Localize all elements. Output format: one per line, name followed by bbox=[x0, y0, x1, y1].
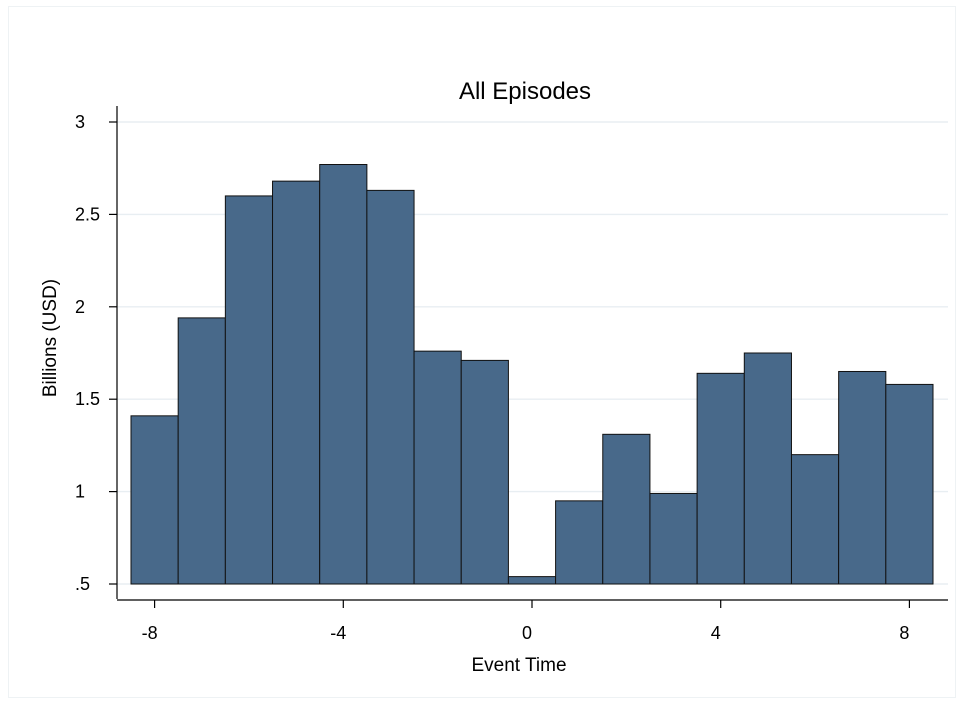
bar-1 bbox=[555, 500, 604, 585]
bar--6 bbox=[224, 195, 274, 585]
y-tick-label: 1 bbox=[75, 482, 85, 502]
x-tick-label: 0 bbox=[522, 623, 532, 643]
bar-2 bbox=[602, 433, 651, 585]
bar--5 bbox=[272, 180, 321, 585]
bar-5 bbox=[743, 352, 792, 585]
x-axis-label: Event Time bbox=[471, 655, 566, 676]
y-tick-label: 3 bbox=[75, 112, 85, 132]
x-tick-label: -4 bbox=[330, 623, 346, 643]
bar--1 bbox=[460, 359, 509, 585]
y-ticks: .5 1 1.5 2 2.5 3 bbox=[75, 112, 117, 594]
bar--8 bbox=[130, 415, 179, 585]
y-tick-label: 2 bbox=[75, 297, 85, 317]
bar--4 bbox=[319, 164, 368, 585]
bar-7 bbox=[838, 370, 887, 585]
chart-title: All Episodes bbox=[459, 78, 591, 105]
bars bbox=[130, 164, 934, 585]
y-tick-label: 2.5 bbox=[75, 204, 100, 224]
x-tick-label: 8 bbox=[899, 623, 909, 643]
y-tick-label: 1.5 bbox=[75, 389, 100, 409]
y-tick-label: .5 bbox=[75, 574, 90, 594]
x-tick-label: 4 bbox=[711, 623, 721, 643]
bar--7 bbox=[177, 317, 226, 585]
bar--2 bbox=[413, 350, 462, 585]
bar--3 bbox=[366, 189, 415, 585]
bar-0 bbox=[507, 576, 557, 585]
x-ticks: -8 -4 0 4 8 bbox=[142, 600, 911, 643]
bar-6 bbox=[790, 454, 840, 585]
bar-8 bbox=[885, 383, 934, 585]
y-axis-label: Billions (USD) bbox=[40, 279, 61, 397]
x-tick-label: -8 bbox=[142, 623, 158, 643]
bar-3 bbox=[649, 492, 698, 585]
bar-4 bbox=[696, 372, 745, 585]
